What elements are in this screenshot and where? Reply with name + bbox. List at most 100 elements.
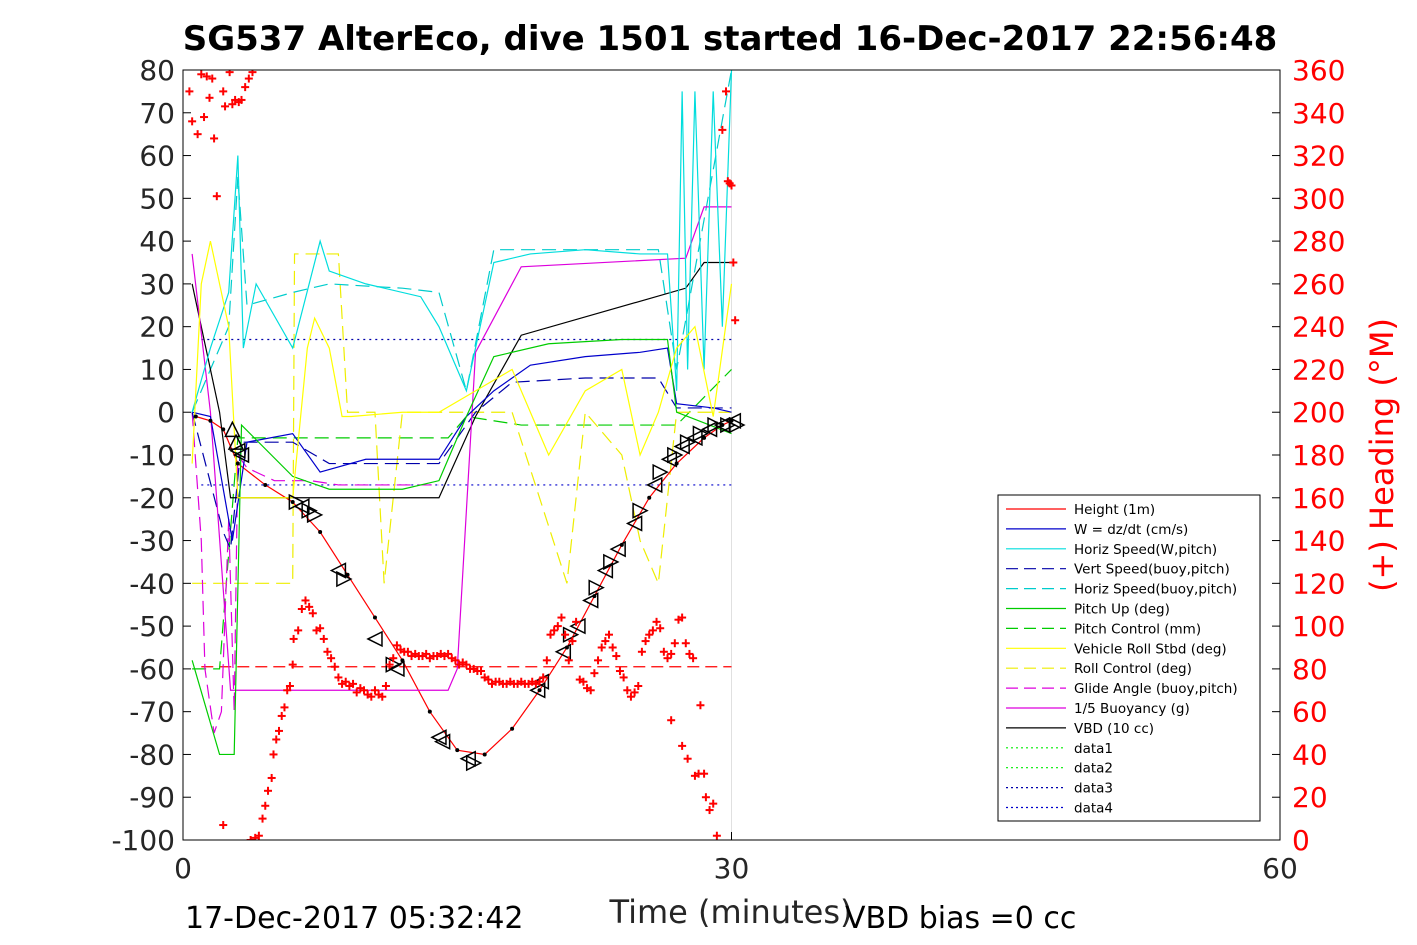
heading-point — [285, 682, 294, 690]
heading-point — [681, 639, 690, 648]
heading-point — [648, 626, 657, 635]
heading-point — [667, 649, 676, 658]
vbd-marker — [229, 442, 246, 459]
heading-point — [605, 630, 614, 639]
y-left-tick-label: 60 — [139, 140, 175, 173]
heading-point — [403, 647, 412, 656]
vbd-marker — [232, 446, 250, 464]
y-right-tick-label: 140 — [1292, 525, 1345, 558]
height-point — [372, 615, 377, 620]
heading-point — [590, 669, 599, 678]
heading-point — [451, 656, 460, 665]
heading-point — [462, 660, 471, 669]
y-left-tick-label: -70 — [129, 696, 175, 729]
heading-point — [608, 643, 617, 652]
heading-point — [612, 652, 621, 661]
heading-point — [683, 754, 692, 763]
heading-point — [297, 605, 306, 613]
heading-point — [378, 692, 387, 701]
y-left-tick-label: 0 — [157, 396, 175, 429]
y-left-tick-label: 20 — [139, 311, 175, 344]
y-axis-right-label: (+) Heading (°M) — [1363, 318, 1401, 592]
legend-label: Glide Angle (buoy,pitch) — [1074, 681, 1238, 697]
height-point — [290, 500, 295, 505]
vbd-marker — [729, 416, 746, 434]
vbd-marker — [632, 502, 649, 519]
y-right-tick-label: 320 — [1292, 140, 1345, 173]
heading-point — [615, 667, 624, 676]
vbd-marker — [306, 506, 324, 524]
legend-label: Horiz Speed(W,pitch) — [1074, 542, 1217, 558]
heading-point — [670, 639, 679, 648]
heading-point — [254, 831, 263, 840]
vbd-marker — [625, 515, 643, 532]
y-left-tick-label: -10 — [129, 439, 175, 472]
vbd-marker — [588, 579, 605, 596]
heading-point — [225, 70, 234, 77]
heading-point — [289, 634, 298, 643]
y-right-tick-label: 160 — [1292, 482, 1345, 515]
heading-point — [237, 95, 246, 104]
heading-point — [280, 703, 289, 712]
heading-point — [550, 626, 559, 635]
heading-point — [316, 624, 325, 633]
heading-point — [685, 649, 694, 658]
chart-title: SG537 AlterEco, dive 1501 started 16-Dec… — [183, 19, 1278, 59]
heading-point — [727, 181, 736, 190]
vbd-series — [191, 261, 732, 499]
x-tick-label: 0 — [174, 852, 192, 885]
heading-point — [484, 675, 493, 684]
heading-point — [334, 673, 343, 682]
y-right-tick-label: 260 — [1292, 268, 1345, 301]
height-point — [537, 688, 542, 693]
y-left-tick-label: 80 — [139, 54, 175, 87]
legend-label: Horiz Speed(buoy,pitch) — [1074, 582, 1237, 598]
heading-point — [200, 113, 209, 122]
plot-area — [185, 70, 746, 840]
heading-point — [630, 688, 639, 697]
axes: 80706050403020100-10-20-30-40-50-60-70-8… — [111, 54, 1345, 885]
heading-point — [634, 682, 643, 690]
y-right-tick-label: 220 — [1292, 353, 1345, 386]
heading-point — [185, 87, 194, 96]
y-left-tick-label: -100 — [111, 824, 175, 857]
vbd-marker — [301, 502, 318, 519]
vert_buoy-series — [191, 377, 732, 552]
vbd-marker — [582, 592, 599, 609]
heading-point — [370, 686, 379, 695]
heading-point — [546, 630, 555, 639]
vbd-marker — [459, 750, 476, 767]
heading-point — [656, 624, 665, 633]
legend-label: W = dz/dt (cm/s) — [1074, 522, 1188, 538]
legend: Height (1m) W = dz/dt (cm/s) Horiz Speed(W… — [997, 494, 1261, 822]
heading-point — [221, 102, 230, 111]
pitch-series — [191, 338, 732, 756]
heading-point — [205, 93, 214, 102]
heading-point — [202, 72, 211, 81]
height-point — [482, 752, 487, 757]
heading-point — [572, 617, 581, 626]
heading-point — [663, 654, 672, 663]
height-point — [647, 495, 652, 500]
heading-point — [422, 649, 431, 658]
vbd-marker — [660, 451, 678, 468]
vbd-marker — [366, 630, 383, 648]
y-left-tick-label: -80 — [129, 738, 175, 771]
heading-point — [597, 643, 606, 652]
y-right-tick-label: 60 — [1292, 696, 1328, 729]
heading-point — [700, 769, 709, 778]
heading-point — [367, 692, 376, 701]
heading-point — [330, 662, 339, 671]
heading-point — [729, 258, 738, 267]
heading-point — [264, 786, 273, 795]
heading-point — [678, 613, 687, 622]
heading-point — [626, 692, 635, 701]
heading-point — [579, 677, 588, 686]
y-left-tick-label: -30 — [129, 525, 175, 558]
heading-point — [696, 701, 705, 710]
vbd-marker — [430, 729, 447, 746]
legend-label: data2 — [1074, 761, 1113, 777]
heading-point — [261, 801, 270, 810]
heading-point — [542, 656, 551, 665]
y-right-tick-label: 200 — [1292, 396, 1345, 429]
